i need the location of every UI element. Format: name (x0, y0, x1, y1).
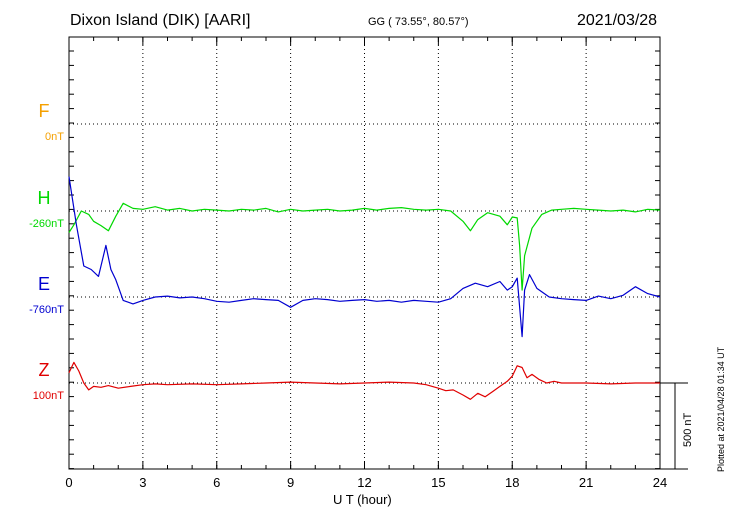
x-tick-label: 3 (139, 475, 146, 490)
x-tick-label: 9 (287, 475, 294, 490)
geographic-coordinates: GG ( 73.55°, 80.57°) (368, 16, 469, 28)
label-E: E (38, 274, 50, 294)
x-tick-label: 24 (653, 475, 667, 490)
x-axis-label: U T (hour) (333, 492, 392, 507)
series-E-line (68, 176, 661, 338)
label-H: H (38, 188, 51, 208)
series-H-line (68, 202, 661, 291)
x-tick-label: 21 (579, 475, 593, 490)
series-group (68, 176, 661, 400)
station-title: Dixon Island (DIK) [AARI] (70, 12, 251, 29)
plot-date: 2021/03/28 (577, 12, 658, 29)
x-tick-label: 18 (505, 475, 519, 490)
x-tick-label: 12 (357, 475, 371, 490)
component-labels: F 0nT H -260nT E -760nT Z 100nT (29, 101, 64, 402)
grid-lines (69, 37, 660, 469)
baseline-H: -260nT (29, 218, 64, 230)
label-Z: Z (39, 360, 50, 380)
x-axis-ticks: 0 3 6 9 12 15 18 21 24 (65, 37, 667, 490)
x-tick-label: 15 (431, 475, 445, 490)
scale-bar (660, 382, 688, 470)
baseline-E: -760nT (29, 304, 64, 316)
baseline-Z: 100nT (33, 390, 64, 402)
x-tick-label: 6 (213, 475, 220, 490)
x-tick-label: 0 (65, 475, 72, 490)
series-Z-line (68, 361, 660, 400)
label-F: F (39, 101, 50, 121)
baseline-F: 0nT (45, 131, 64, 143)
